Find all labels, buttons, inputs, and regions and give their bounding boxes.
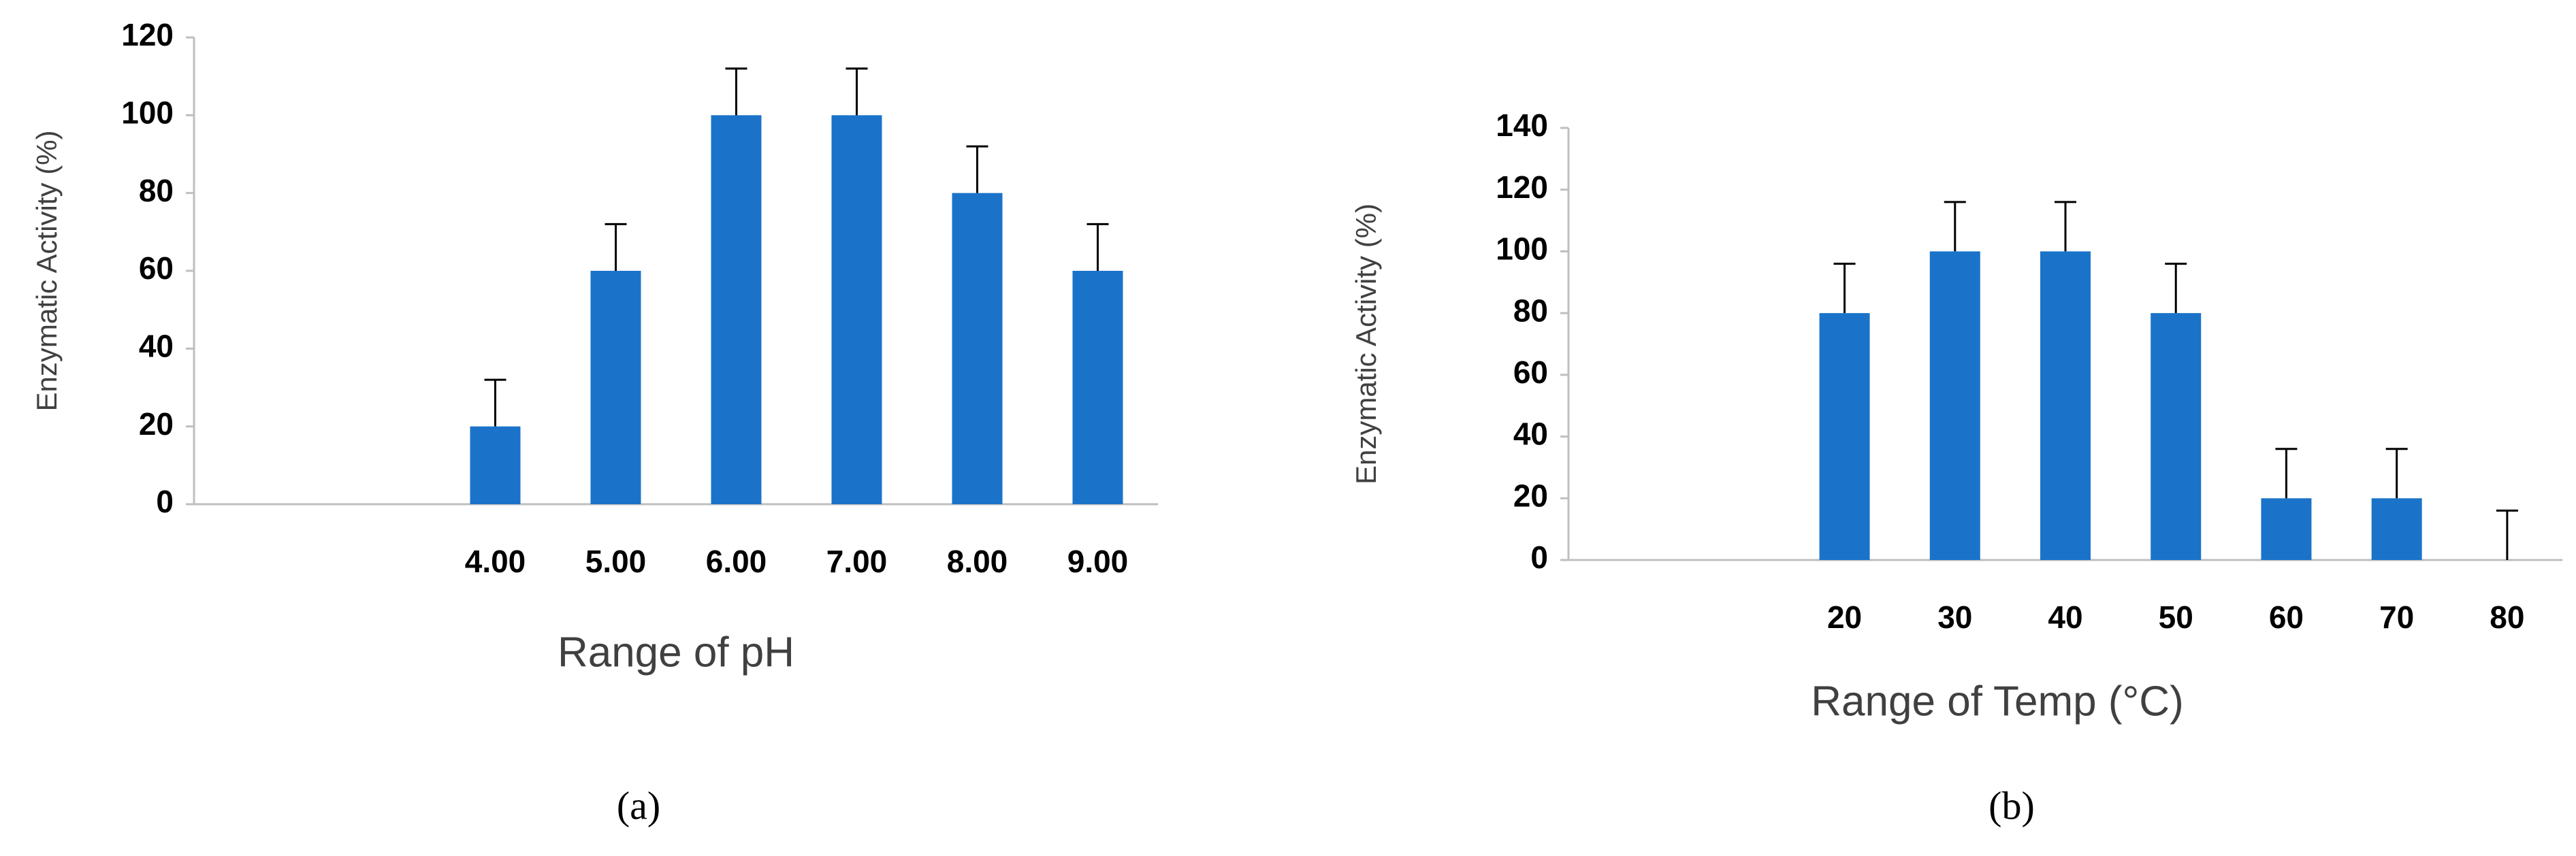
y-tick-label: 140 — [1496, 108, 1548, 143]
y-tick-label: 60 — [139, 250, 174, 286]
bar — [1929, 251, 1980, 560]
bar — [711, 115, 762, 505]
x-tick-label: 9.00 — [1067, 544, 1129, 579]
y-tick-label: 0 — [1530, 540, 1548, 575]
bar — [2261, 498, 2312, 560]
x-axis-label: Range of Temp (°C) — [1811, 678, 2183, 725]
bar — [470, 426, 521, 504]
y-tick-label: 40 — [1513, 416, 1548, 452]
y-tick-label: 100 — [1496, 231, 1548, 267]
x-tick-label: 60 — [2269, 599, 2304, 635]
x-tick-label: 7.00 — [826, 544, 888, 579]
x-tick-label: 20 — [1827, 599, 1862, 635]
bar — [952, 193, 1003, 504]
caption: (a) — [617, 783, 660, 827]
y-tick-label: 60 — [1513, 355, 1548, 390]
x-tick-label: 4.00 — [465, 544, 526, 579]
x-tick-label: 6.00 — [706, 544, 767, 579]
y-tick-label: 20 — [139, 406, 174, 442]
x-tick-label: 50 — [2159, 599, 2193, 635]
bar — [831, 115, 882, 505]
bar — [1819, 313, 1870, 560]
y-axis-label: Enzymatic Activity (%) — [1350, 203, 1382, 484]
y-tick-label: 0 — [156, 484, 174, 519]
caption: (b) — [1989, 783, 2035, 827]
bar — [1072, 271, 1123, 504]
bar — [2151, 313, 2202, 560]
y-tick-label: 120 — [121, 17, 174, 52]
bar — [2040, 251, 2091, 560]
x-tick-label: 80 — [2490, 599, 2524, 635]
x-tick-label: 5.00 — [585, 544, 647, 579]
y-tick-label: 120 — [1496, 169, 1548, 205]
x-tick-label: 40 — [2048, 599, 2082, 635]
x-tick-label: 70 — [2379, 599, 2414, 635]
x-tick-label: 30 — [1937, 599, 1972, 635]
x-axis-label: Range of pH — [558, 629, 794, 676]
y-tick-label: 20 — [1513, 478, 1548, 513]
y-tick-label: 40 — [139, 328, 174, 363]
y-tick-label: 80 — [139, 173, 174, 208]
y-axis-label: Enzymatic Activity (%) — [31, 130, 63, 411]
y-tick-label: 80 — [1513, 293, 1548, 328]
bar — [2371, 498, 2422, 560]
x-tick-label: 8.00 — [947, 544, 1008, 579]
bar — [590, 271, 641, 504]
y-tick-label: 100 — [121, 95, 174, 130]
